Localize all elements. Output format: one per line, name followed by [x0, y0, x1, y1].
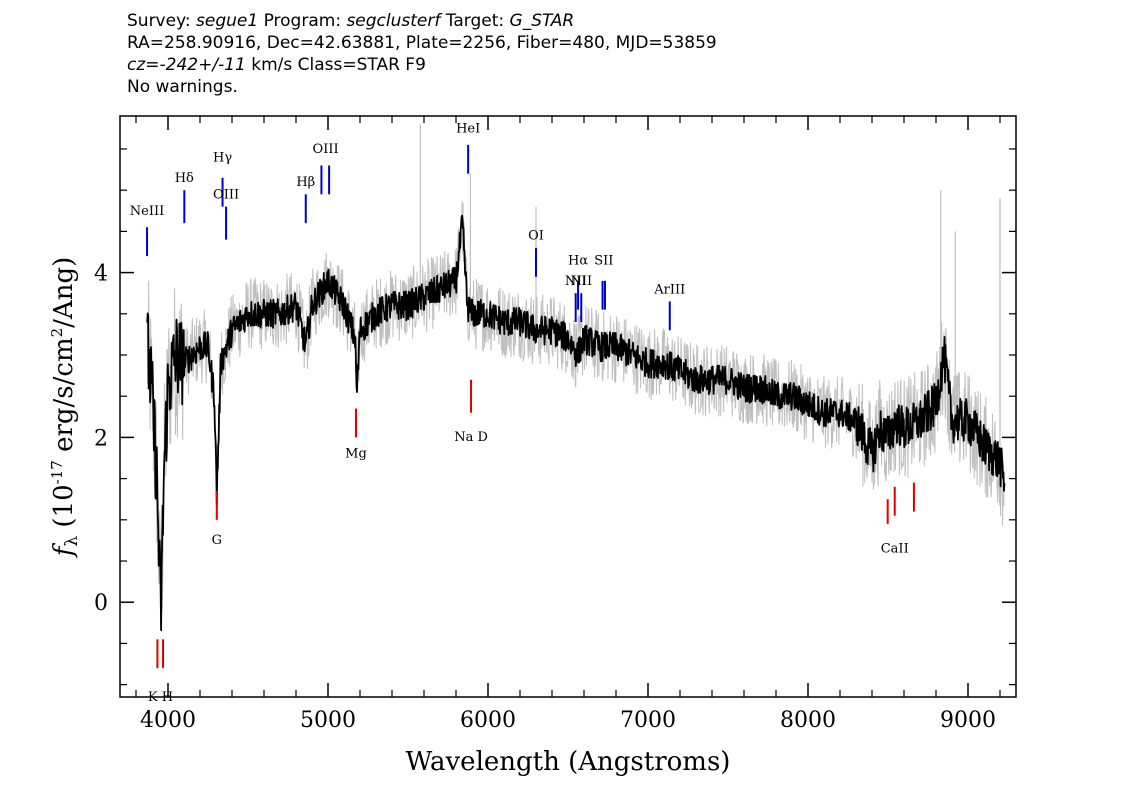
emission-line-label: Hα [568, 253, 588, 268]
y-axis-title-exp1: -17 [48, 460, 66, 484]
plot-frame [119, 115, 1017, 698]
target-value: G_STAR [509, 11, 575, 31]
emission-line-label: Hγ [213, 150, 232, 165]
x-tick-label: 7000 [620, 708, 676, 733]
y-tick-label: 4 [94, 262, 108, 287]
spectrum-layer [146, 214, 1006, 632]
cz-label: cz= [127, 55, 160, 75]
x-axis-title: Wavelength (Angstroms) [406, 747, 731, 777]
emission-line-label: Hβ [296, 175, 315, 190]
error-band [146, 124, 1005, 627]
header-line-survey: Survey: segue1 Program: segclusterf Targ… [127, 10, 717, 32]
y-axis-title: fλ (10-17 erg/s/cm2/Ang) [48, 257, 82, 559]
y-axis-title-mid: erg/s/cm [49, 337, 79, 460]
emission-line-label: NeIII [130, 204, 164, 219]
emission-line-label: HeI [456, 122, 480, 137]
emission-line-label: OIII [313, 142, 339, 157]
emission-line-label: OIII [213, 188, 239, 203]
y-axis-title-post: /Ang) [49, 257, 79, 328]
cz-unit-class: km/s Class=STAR F9 [245, 55, 426, 75]
x-tick-label: 9000 [940, 708, 996, 733]
target-label: Target: [440, 11, 510, 31]
survey-value: segue1 [196, 11, 259, 31]
axis-ticks: 4000 5000 6000 7000 8000 9000 0 2 4 [94, 116, 1016, 733]
emission-line-label: OI [528, 229, 544, 244]
header-line-warnings: No warnings. [127, 77, 238, 97]
absorption-line-label: Na D [454, 430, 488, 445]
emission-line-label: ArIII [653, 282, 685, 297]
emission-line-label: NII [565, 274, 587, 289]
x-tick-label: 6000 [460, 708, 516, 733]
y-tick-label: 0 [94, 591, 108, 616]
emission-line-label: Hδ [175, 171, 194, 186]
absorption-line-label: CaII [881, 541, 909, 556]
y-axis-title-pre: (10 [49, 484, 79, 536]
line-markers: NeIIIHδHγOIIIHβOIIIHeIOINIIHαNIISIIArIII… [130, 122, 915, 705]
header-line-redshift: cz=-242+/-11 km/s Class=STAR F9 [127, 54, 717, 76]
spectrum-line [146, 214, 1006, 632]
x-tick-label: 4000 [140, 708, 196, 733]
x-tick-label: 5000 [300, 708, 356, 733]
program-label: Program: [258, 11, 347, 31]
y-axis-title-sub: λ [62, 536, 82, 547]
survey-label: Survey: [127, 11, 197, 31]
emission-line-label: SII [594, 253, 613, 268]
spectrum-header: Survey: segue1 Program: segclusterf Targ… [127, 10, 717, 98]
y-axis-title-exp2: 2 [48, 328, 66, 338]
y-tick-label: 2 [94, 426, 108, 451]
absorption-line-label: Mg [345, 447, 367, 462]
program-value: segclusterf [346, 11, 441, 31]
header-line-coords: RA=258.90916, Dec=42.63881, Plate=2256, … [127, 33, 717, 53]
emission-line-label: NII [570, 274, 592, 289]
absorption-line-label: G [212, 533, 222, 548]
cz-value: -242+/-11 [159, 55, 246, 75]
x-tick-label: 8000 [780, 708, 836, 733]
